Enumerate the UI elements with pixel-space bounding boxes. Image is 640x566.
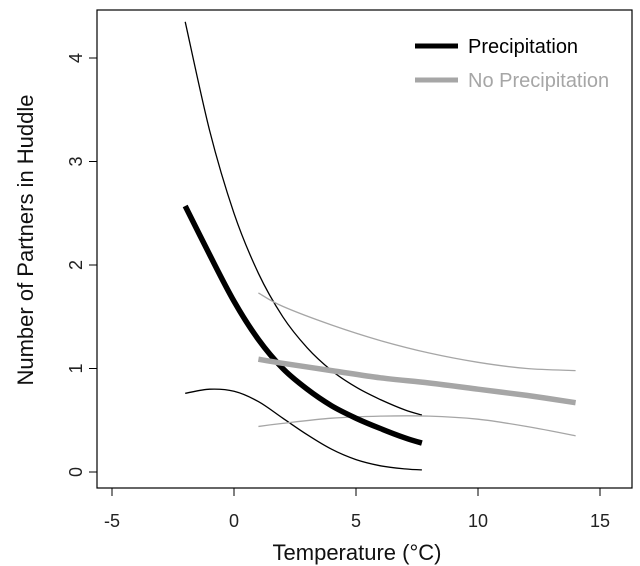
confidence-bands [184, 21, 576, 471]
series-lines [182, 204, 577, 446]
x-axis: -5 0 5 10 15 [104, 487, 610, 531]
x-tick-label: 15 [590, 511, 610, 531]
lower-bound-no-precipitation [258, 415, 576, 437]
legend-label-no-precipitation: No Precipitation [468, 70, 609, 92]
upper-bound-precipitation [184, 21, 423, 416]
x-tick-label: -5 [104, 511, 120, 531]
y-axis: 0 1 2 3 4 [66, 53, 98, 477]
legend: Precipitation No Precipitation [415, 36, 609, 92]
x-tick-label: 0 [229, 511, 239, 531]
y-tick-label: 1 [66, 363, 86, 373]
y-tick-label: 2 [66, 260, 86, 270]
y-axis-title: Number of Partners in Huddle [13, 94, 38, 385]
x-tick-label: 10 [468, 511, 488, 531]
legend-label-precipitation: Precipitation [468, 36, 578, 58]
y-tick-label: 3 [66, 156, 86, 166]
upper-bound-no-precipitation [258, 292, 576, 372]
y-ticks: 0 1 2 3 4 [66, 53, 97, 477]
lower-bound-precipitation [185, 388, 422, 471]
x-tick-label: 5 [351, 511, 361, 531]
series-line-no-precipitation [257, 356, 577, 406]
y-tick-label: 4 [66, 53, 86, 63]
y-tick-label: 0 [66, 467, 86, 477]
series-line-precipitation [182, 204, 423, 446]
x-axis-title: Temperature (°C) [273, 540, 442, 565]
x-ticks: -5 0 5 10 15 [104, 488, 610, 531]
